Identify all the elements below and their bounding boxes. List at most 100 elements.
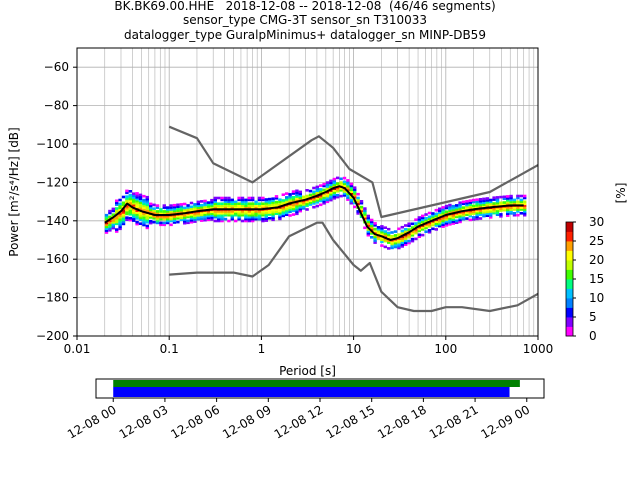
psd-cell: [125, 206, 129, 210]
psd-cell: [302, 201, 306, 204]
psd-cell: [193, 212, 197, 216]
psd-cell: [329, 189, 333, 192]
psd-cell: [261, 202, 265, 205]
grid: [76, 48, 538, 337]
psd-cell: [213, 198, 217, 202]
psd-cell: [448, 203, 452, 207]
psd-cell: [329, 181, 333, 185]
psd-cell: [135, 217, 139, 220]
psd-cell: [288, 204, 292, 208]
psd-cell: [387, 227, 391, 231]
psd-cell: [196, 212, 200, 215]
psd-cell: [458, 209, 462, 212]
psd-cell: [380, 236, 384, 240]
psd-cell: [509, 202, 513, 206]
psd-cell: [162, 223, 166, 227]
psd-cell: [257, 215, 262, 219]
title-line-1: BK.BK69.00.HHE 2018-12-08 -- 2018-12-08 …: [114, 0, 496, 13]
psd-cell: [499, 209, 503, 212]
psd-cell: [132, 209, 136, 213]
psd-cell: [373, 222, 377, 225]
psd-cell: [121, 195, 126, 199]
psd-cell: [397, 227, 401, 231]
psd-cell: [135, 213, 139, 216]
psd-cell: [329, 198, 333, 202]
psd-cell: [424, 217, 428, 220]
psd-cell: [387, 233, 391, 237]
psd-cell: [196, 206, 200, 209]
psd-cell: [118, 198, 122, 202]
psd-cell: [448, 207, 452, 211]
y-axis: −200 −180 −160 −140 −120 −100 −80 −60 Power [m²/…: [7, 60, 77, 343]
colorbar-segment: [566, 269, 573, 280]
psd-cell: [353, 196, 357, 199]
psd-cell: [444, 206, 449, 210]
psd-cell: [227, 206, 231, 209]
psd-cell: [424, 213, 428, 216]
psd-cell: [251, 219, 255, 223]
psd-cell: [349, 182, 353, 186]
psd-cell: [125, 189, 129, 193]
psd-cell: [414, 218, 418, 221]
psd-cell: [332, 181, 336, 185]
colorbar-tick-label: 5: [589, 310, 597, 324]
psd-cell: [261, 213, 265, 217]
psd-cell: [387, 235, 391, 239]
psd-cell: [397, 246, 401, 250]
psd-cell: [414, 231, 418, 235]
psd-cell: [482, 197, 486, 201]
psd-cell: [244, 200, 248, 204]
psd-cell: [223, 217, 228, 221]
psd-cell: [159, 212, 163, 215]
psd-cell: [179, 207, 183, 210]
psd-cell: [315, 187, 319, 191]
psd-cell: [223, 212, 228, 215]
psd-cell: [172, 221, 177, 224]
psd-cell: [186, 213, 190, 217]
psd-cell: [373, 241, 377, 244]
psd-cell: [149, 219, 153, 223]
psd-cell: [353, 188, 357, 191]
x-tick-label: 10: [346, 342, 361, 356]
psd-cell: [196, 217, 200, 221]
psd-cell: [274, 212, 279, 215]
timeline-tick-label: 12-08 18: [375, 402, 429, 441]
psd-cell: [281, 214, 285, 218]
psd-cell: [506, 199, 510, 202]
psd-cell: [281, 212, 285, 216]
psd-cell: [186, 208, 190, 211]
psd-cell: [247, 213, 251, 217]
psd-cell: [227, 202, 231, 205]
psd-cell: [108, 227, 112, 230]
psd-cell: [407, 235, 411, 239]
colorbar-segment: [566, 222, 573, 232]
psd-cell: [247, 215, 251, 219]
psd-cell: [516, 200, 520, 204]
psd-cell: [366, 222, 370, 225]
psd-cell: [220, 215, 224, 219]
psd-cell: [485, 210, 489, 214]
psd-cell: [400, 245, 404, 248]
psd-cell: [251, 215, 255, 219]
psd-cell: [458, 214, 462, 218]
psd-cell: [115, 203, 119, 206]
psd-cell: [332, 179, 336, 183]
psd-cell: [111, 207, 115, 211]
psd-cell: [189, 217, 194, 220]
psd-cell: [240, 200, 245, 204]
psd-cell: [200, 219, 204, 222]
psd-cell: [125, 208, 129, 212]
psd-cell: [295, 204, 299, 208]
psd-cell: [162, 210, 166, 213]
psd-cell: [325, 196, 330, 200]
psd-cell: [414, 224, 418, 227]
psd-cell: [397, 239, 401, 242]
psd-cell: [115, 209, 119, 212]
psd-cell: [244, 206, 248, 209]
psd-cell: [448, 221, 452, 224]
psd-cell: [274, 200, 279, 204]
psd-cell: [183, 220, 187, 223]
psd-cell: [370, 228, 374, 231]
psd-cell: [295, 202, 299, 206]
psd-cell: [339, 181, 343, 184]
